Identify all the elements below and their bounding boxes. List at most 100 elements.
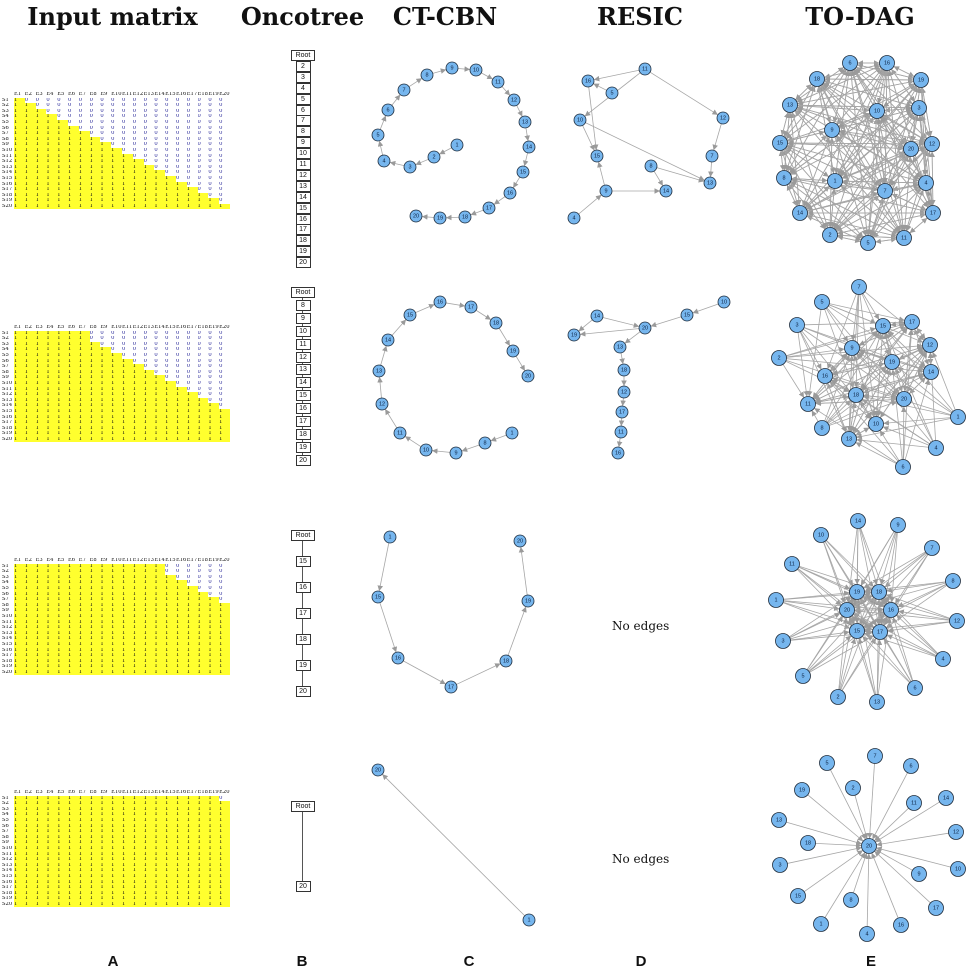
matrix-row: S8 1 1 1 1 1 1 1 1 1 1 1 1 1 1 1 1 1 1 1 1: [2, 602, 230, 609]
matrix-cell: 1: [165, 840, 176, 846]
matrix-cell: 0: [186, 563, 198, 570]
matrix-cell: 0: [143, 136, 155, 143]
matrix-cell: 0: [89, 119, 101, 126]
matrix-cell: 1: [208, 436, 220, 443]
svg-text:14: 14: [943, 795, 949, 801]
svg-text:17: 17: [933, 905, 939, 911]
edge-15-16: [415, 304, 435, 313]
matrix-cell: 1: [14, 834, 25, 841]
matrix-cell: 1: [100, 420, 112, 426]
matrix-cell: 1: [57, 125, 68, 132]
matrix-cell: 1: [24, 580, 36, 586]
node-10: 10: [469, 63, 483, 77]
matrix-cell: 1: [175, 187, 187, 193]
matrix-col-header: E15: [165, 790, 176, 795]
matrix-cell: 1: [57, 834, 68, 841]
matrix-cell: 1: [175, 408, 187, 415]
matrix-cell: 1: [121, 181, 133, 188]
matrix-col-header: E12: [132, 558, 144, 563]
matrix-cell: 1: [46, 375, 58, 381]
matrix-cell: 1: [46, 597, 58, 603]
edge-6-16: [892, 617, 914, 681]
node-7: 7: [867, 748, 883, 764]
matrix-cell: 1: [121, 641, 133, 648]
matrix-cell: 0: [197, 574, 209, 581]
node-13: 13: [782, 97, 798, 113]
matrix-cell: 1: [78, 420, 90, 426]
oncotree-node: 6: [295, 104, 311, 116]
matrix-cell: 1: [121, 392, 133, 398]
edge-2-20: [854, 795, 869, 839]
matrix-cell: 1: [89, 364, 101, 370]
oncotree-node: 2: [295, 60, 311, 72]
matrix-col-header: E12: [132, 325, 144, 330]
node-16: 16: [879, 55, 895, 71]
matrix-row-label: S7: [2, 597, 9, 603]
node-12: 12: [507, 93, 521, 107]
matrix-row: S11 1 1 1 1 1 1 1 1 1 1 1 1 1 1 1 1 1 1 1 1: [2, 619, 230, 626]
matrix-cell: 1: [67, 347, 79, 353]
matrix-cell: 1: [57, 408, 68, 415]
matrix-cell: 1: [186, 801, 198, 807]
matrix-cell: 1: [78, 608, 90, 614]
matrix-cell: 1: [89, 641, 101, 648]
matrix-cell: 1: [89, 170, 101, 176]
matrix-cell: 1: [24, 414, 36, 421]
matrix-cell: 1: [111, 653, 122, 659]
edge-15-11: [813, 331, 879, 399]
matrix-row-label: S4: [2, 580, 9, 586]
matrix-cell: 1: [121, 369, 133, 376]
matrix-cell: 0: [208, 574, 220, 581]
matrix-cell: 1: [111, 664, 122, 670]
matrix-cell: 1: [67, 375, 79, 381]
matrix-cell: 1: [89, 585, 101, 592]
edge-12-20: [876, 832, 949, 847]
matrix-cell: 1: [121, 397, 133, 404]
node-9: 9: [824, 122, 840, 138]
matrix-cell: 0: [132, 347, 144, 353]
matrix-cell: 1: [35, 563, 47, 570]
matrix-cell: 0: [165, 347, 176, 353]
matrix-row-label: S17: [2, 420, 13, 426]
matrix-cell: 1: [100, 380, 112, 387]
matrix-cell: 0: [175, 97, 187, 104]
matrix-cell: 0: [186, 341, 198, 348]
node-1: 1: [383, 530, 397, 544]
matrix-row: S12 1 1 1 1 1 1 1 1 1 1 1 1 0 0 0 0 0 0 0 0: [2, 159, 230, 165]
oncotree-node: 15: [295, 390, 311, 402]
oncotree-node: 15: [295, 556, 311, 567]
matrix-cell: 1: [78, 591, 90, 598]
matrix-cell: 0: [208, 131, 220, 137]
matrix-col-header: E3: [35, 790, 43, 795]
matrix-cell: 1: [132, 812, 144, 818]
matrix-cell: 1: [46, 669, 58, 676]
matrix-cell: 1: [100, 812, 112, 818]
matrix-cell: 1: [175, 420, 187, 426]
matrix-cell: 1: [57, 574, 68, 581]
matrix-cell: 1: [219, 829, 230, 835]
matrix-cell: 1: [100, 840, 112, 846]
matrix-col-header: E4: [46, 325, 54, 330]
matrix-cell: 1: [121, 170, 133, 176]
matrix-cell: 0: [186, 352, 198, 359]
matrix-col-header: E1: [14, 325, 22, 330]
matrix-cell: 0: [175, 103, 187, 109]
matrix-cell: 1: [46, 653, 58, 659]
matrix-cell: 1: [35, 386, 47, 393]
matrix-cell: 1: [35, 658, 47, 665]
matrix-cell: 1: [175, 580, 187, 586]
matrix-cell: 1: [154, 203, 166, 210]
edge-1-10: [883, 417, 951, 426]
oncotree-node: 10: [295, 325, 311, 337]
matrix-cell: 1: [165, 641, 176, 648]
matrix-cell: 1: [175, 669, 187, 676]
matrix-cell: 1: [186, 817, 198, 824]
matrix-row: S9 1 1 1 1 1 1 1 1 1 1 1 1 1 1 1 1 1 1 1 1: [2, 608, 230, 614]
edge-14-19: [578, 319, 593, 332]
matrix-cell: 1: [208, 834, 220, 841]
matrix-cell: 1: [154, 420, 166, 426]
matrix-cell: 0: [208, 369, 220, 376]
matrix-cell: 0: [208, 175, 220, 182]
node-19: 19: [521, 594, 535, 608]
